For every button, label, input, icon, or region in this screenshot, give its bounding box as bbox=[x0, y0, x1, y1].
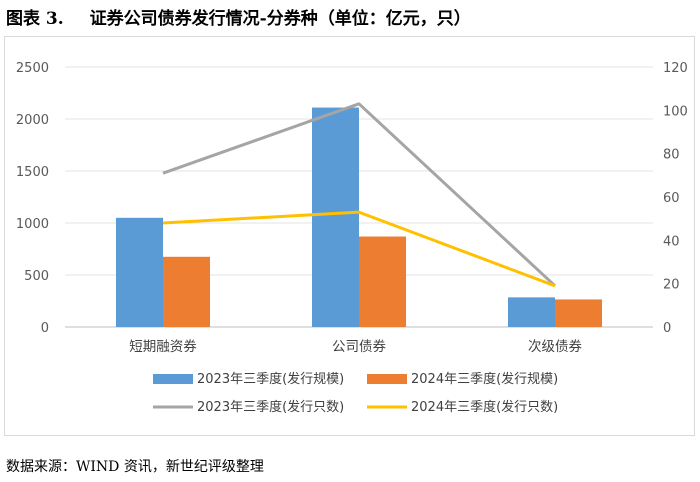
legend-label: 2023年三季度(发行只数) bbox=[197, 399, 344, 415]
y-left-tick-label: 0 bbox=[41, 321, 49, 336]
y-left-tick-label: 1000 bbox=[16, 217, 49, 232]
y-right-tick-label: 40 bbox=[663, 234, 680, 249]
bar-2 bbox=[555, 299, 602, 327]
bar-2 bbox=[359, 236, 406, 327]
y-right-tick-label: 120 bbox=[663, 61, 688, 76]
legend-label: 2024年三季度(发行规模) bbox=[411, 371, 558, 387]
x-category-label: 次级债券 bbox=[528, 339, 582, 355]
legend-label: 2024年三季度(发行只数) bbox=[411, 399, 558, 415]
bar-1 bbox=[508, 297, 555, 327]
y-right-tick-label: 20 bbox=[663, 278, 680, 293]
y-right-tick-label: 60 bbox=[663, 191, 680, 206]
y-left-tick-label: 500 bbox=[24, 269, 49, 284]
x-category-label: 短期融资券 bbox=[129, 339, 197, 355]
legend-swatch bbox=[367, 374, 407, 384]
bar-1 bbox=[116, 217, 163, 327]
figure-number: 图表 3. bbox=[6, 9, 64, 29]
y-left-tick-label: 1500 bbox=[16, 165, 49, 180]
chart: 0 500 1000 1500 2000 2500 0 20 40 60 80 100 120 短期融资券… bbox=[16, 61, 688, 415]
figure-title: 图表 3. 证券公司债券发行情况-分券种（单位：亿元，只） bbox=[6, 4, 471, 29]
figure-caption: 证券公司债券发行情况-分券种（单位：亿元，只） bbox=[89, 9, 471, 29]
y-left-tick-label: 2500 bbox=[16, 61, 49, 76]
legend-label: 2023年三季度(发行规模) bbox=[197, 371, 344, 387]
y-left-tick-label: 2000 bbox=[16, 113, 49, 128]
x-category-label: 公司债券 bbox=[332, 339, 386, 355]
chart-frame: 0 500 1000 1500 2000 2500 0 20 40 60 80 100 120 短期融资券… bbox=[4, 36, 695, 436]
source-note: 数据来源：WIND 资讯，新世纪评级整理 bbox=[6, 459, 264, 475]
legend-swatch bbox=[153, 374, 193, 384]
y-right-tick-label: 80 bbox=[663, 148, 680, 163]
line-series-2 bbox=[162, 210, 556, 288]
line-series-1 bbox=[162, 102, 557, 287]
bar-2 bbox=[163, 256, 210, 327]
y-right-tick-label: 100 bbox=[663, 104, 688, 119]
y-right-tick-label: 0 bbox=[663, 321, 671, 336]
bar-1 bbox=[312, 107, 359, 327]
